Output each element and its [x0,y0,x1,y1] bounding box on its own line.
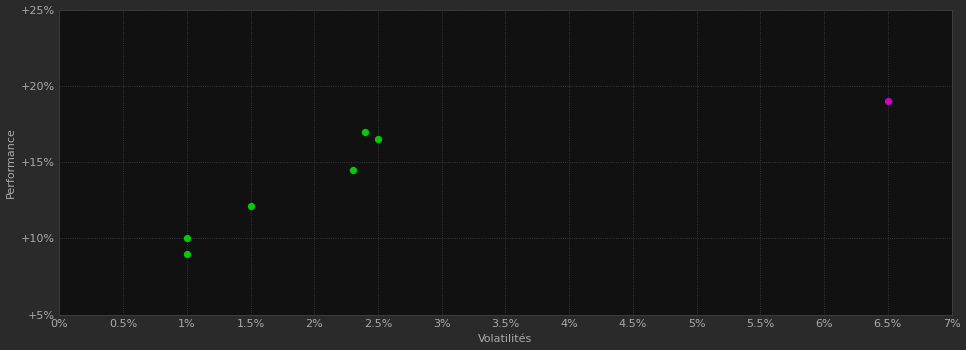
Point [242,204,258,209]
X-axis label: Volatilités: Volatilités [478,335,532,344]
Point [357,129,373,134]
Point [179,251,194,257]
Point [370,136,385,142]
Point [345,167,360,173]
Point [179,236,194,241]
Y-axis label: Performance: Performance [6,127,15,198]
Point [880,98,895,104]
